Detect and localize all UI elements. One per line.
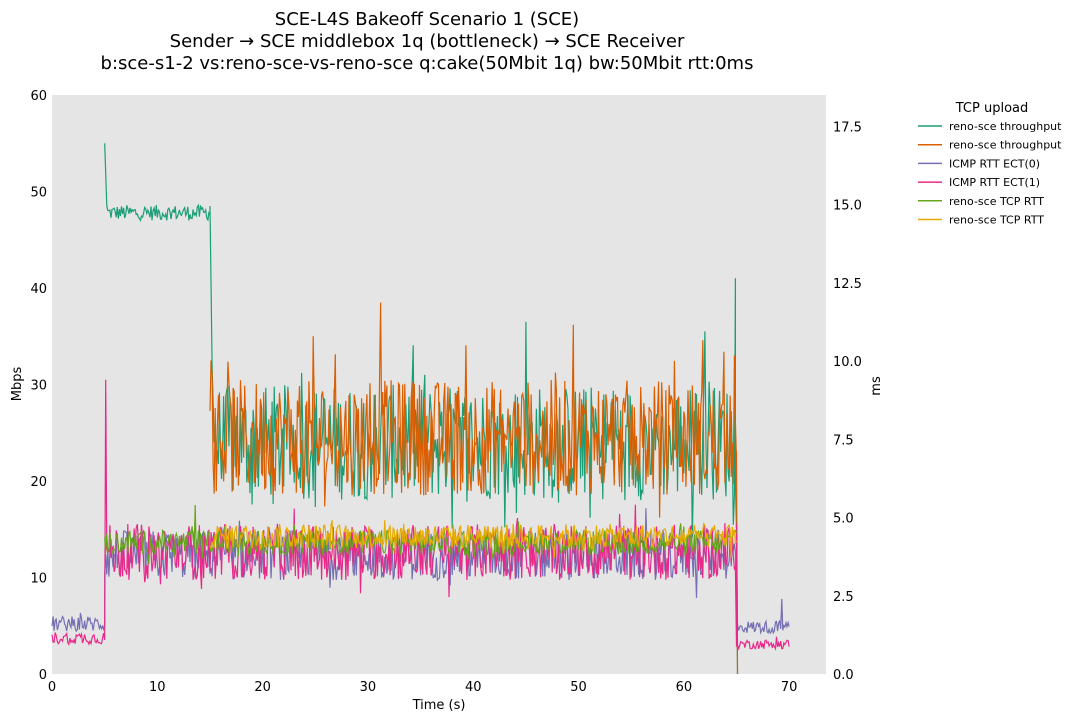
y2-axis-ticks: 0.0 2.5 5.0 7.5 10.0 12.5 15.0 17.5: [833, 120, 862, 683]
chart-title-line-1: SCE-L4S Bakeoff Scenario 1 (SCE): [275, 9, 579, 30]
y2-tick-label: 15.0: [833, 199, 862, 214]
series-layer: [51, 143, 790, 675]
y-axis-label: Mbps: [10, 367, 25, 402]
legend-entry-label: reno-sce TCP RTT: [949, 195, 1044, 208]
y2-tick-label: 5.0: [833, 512, 854, 527]
legend-entry-label: reno-sce TCP RTT: [949, 214, 1044, 227]
legend-title: TCP upload: [955, 101, 1029, 116]
y-tick-label: 40: [30, 282, 47, 297]
chart-title: SCE-L4S Bakeoff Scenario 1 (SCE) Sender …: [101, 9, 754, 74]
x-axis-label: Time (s): [412, 698, 466, 713]
y2-tick-label: 17.5: [833, 120, 862, 135]
y2-tick-label: 2.5: [833, 590, 854, 605]
legend-entry-label: ICMP RTT ECT(1): [949, 176, 1040, 189]
x-tick-label: 10: [149, 680, 166, 695]
legend-entry-label: reno-sce throughput: [949, 139, 1062, 152]
series-line-2: [209, 302, 739, 675]
chart-title-line-3: b:sce-s1-2 vs:reno-sce-vs-reno-sce q:cak…: [101, 53, 754, 74]
x-tick-label: 50: [570, 680, 587, 695]
y2-axis-label: ms: [869, 376, 884, 396]
y2-tick-label: 0.0: [833, 668, 854, 683]
x-tick-label: 20: [254, 680, 271, 695]
series-line-6: [209, 520, 738, 558]
x-tick-label: 40: [465, 680, 482, 695]
x-tick-label: 30: [360, 680, 377, 695]
y-tick-label: 20: [30, 475, 47, 490]
y-tick-label: 60: [30, 89, 47, 104]
y2-tick-label: 10.0: [833, 355, 862, 370]
x-tick-label: 0: [48, 680, 56, 695]
x-tick-label: 70: [781, 680, 798, 695]
x-tick-label: 60: [676, 680, 693, 695]
y2-tick-label: 7.5: [833, 433, 854, 448]
legend-entry-label: ICMP RTT ECT(0): [949, 157, 1040, 170]
legend: TCP upload reno-sce throughput reno-sce t…: [918, 101, 1062, 227]
x-axis-ticks: 0 10 20 30 40 50 60 70: [48, 680, 798, 695]
y-tick-label: 10: [30, 572, 47, 587]
y-tick-label: 50: [30, 186, 47, 201]
y-tick-label: 30: [30, 379, 47, 394]
legend-entry-label: reno-sce throughput: [949, 120, 1062, 133]
y-axis-ticks: 0 10 20 30 40 50 60: [30, 89, 47, 683]
y2-tick-label: 12.5: [833, 277, 862, 292]
y-tick-label: 0: [39, 668, 47, 683]
chart-title-line-2: Sender → SCE middlebox 1q (bottleneck) →…: [170, 31, 685, 52]
series-line-4: [51, 379, 790, 651]
